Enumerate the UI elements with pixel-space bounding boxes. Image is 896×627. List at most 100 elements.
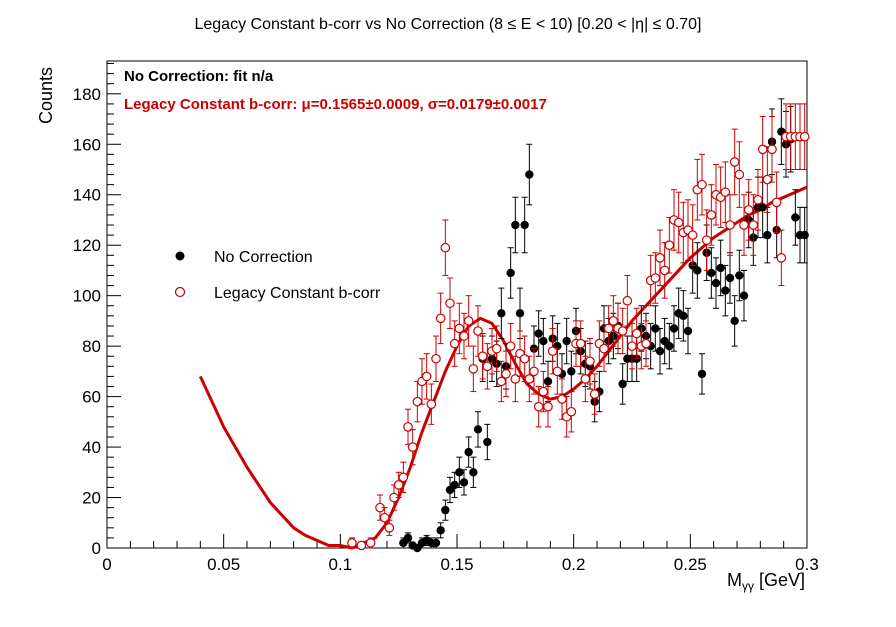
data-point — [799, 131, 810, 142]
data-point — [524, 374, 535, 384]
y-tick-label: 140 — [73, 186, 101, 205]
data-point — [589, 389, 600, 399]
data-point — [687, 230, 698, 240]
data-point — [431, 353, 441, 364]
data-point — [538, 386, 549, 397]
y-tick-label: 180 — [73, 85, 101, 104]
data-point — [697, 179, 707, 190]
data-point — [753, 194, 763, 205]
data-point — [679, 311, 688, 321]
data-point — [693, 266, 702, 275]
legend-label-no-correction: No Correction — [214, 249, 313, 266]
data-point — [665, 341, 674, 351]
data-point — [743, 205, 754, 215]
data-point — [511, 220, 520, 230]
data-point — [501, 369, 511, 379]
x-tick-label: 0.3 — [795, 555, 819, 574]
data-point — [683, 326, 693, 336]
data-point — [711, 278, 721, 288]
legend: No Correction Legacy Constant b-corr — [174, 249, 381, 302]
data-point — [771, 197, 782, 208]
data-point — [603, 323, 614, 334]
data-point — [407, 442, 418, 452]
y-tick-label: 100 — [73, 287, 101, 306]
data-point — [627, 341, 637, 351]
data-point — [393, 480, 404, 490]
legend-marker-no-correction — [175, 251, 185, 261]
data-point — [436, 526, 445, 535]
data-point — [384, 523, 395, 533]
data-point — [356, 540, 367, 551]
fit-info-no-correction: No Correction: fit n/a — [124, 68, 274, 85]
data-point — [697, 369, 707, 379]
data-point — [800, 230, 809, 240]
data-point — [631, 328, 642, 339]
data-point — [543, 377, 553, 386]
data-point — [763, 230, 772, 240]
data-point — [365, 538, 376, 548]
data-point — [491, 343, 502, 354]
data-point — [739, 220, 749, 230]
data-point — [748, 220, 759, 230]
y-tick-label: 80 — [82, 337, 101, 356]
data-point — [701, 235, 712, 245]
data-point — [459, 331, 469, 341]
data-point — [767, 144, 777, 155]
data-point — [525, 170, 534, 179]
x-axis-title-main: M — [727, 570, 742, 590]
data-point — [482, 361, 493, 372]
y-tick-label: 60 — [82, 388, 101, 407]
data-point — [725, 220, 735, 230]
x-axis-title-sub: γγ — [742, 579, 754, 593]
data-point — [463, 316, 474, 326]
x-tick-label: 0.25 — [674, 555, 707, 574]
data-point — [529, 366, 539, 377]
data-point — [505, 341, 516, 351]
y-tick-label: 120 — [73, 236, 101, 255]
axes: 0 0.05 0.1 0.15 0.2 0.25 0.3 0 20 40 60 80 100 120 140… — [73, 63, 819, 574]
data-point — [734, 169, 745, 180]
y-tick-label: 40 — [82, 438, 101, 457]
y-tick-label: 0 — [92, 539, 101, 558]
data-point — [730, 316, 739, 326]
data-point — [580, 374, 591, 384]
data-point — [454, 323, 465, 334]
data-point — [520, 220, 529, 230]
data-point — [459, 478, 469, 487]
x-tick-label: 0.15 — [440, 555, 473, 574]
data-point — [664, 240, 675, 251]
data-point — [473, 425, 483, 434]
x-tick-label: 0.05 — [207, 555, 240, 574]
legend-marker-legacy — [174, 286, 186, 298]
data-point — [567, 367, 576, 376]
data-point — [585, 356, 595, 367]
data-point — [562, 336, 571, 346]
data-point — [729, 157, 740, 167]
series-legacy — [347, 103, 810, 551]
data-point — [496, 376, 507, 387]
data-point — [477, 351, 488, 362]
data-point — [543, 401, 553, 412]
data-point — [575, 338, 586, 349]
data-point — [641, 338, 651, 349]
data-point — [426, 399, 437, 409]
data-point — [566, 406, 577, 417]
data-point — [421, 371, 432, 382]
x-tick-label: 0 — [102, 555, 111, 574]
data-point — [608, 316, 619, 326]
x-tick-label: 0.2 — [562, 555, 586, 574]
x-axis-title-unit: [GeV] — [754, 570, 805, 590]
data-point — [497, 309, 506, 318]
data-point — [347, 538, 357, 548]
data-point — [552, 366, 563, 377]
data-point — [469, 468, 478, 477]
data-point — [534, 329, 543, 338]
data-point — [435, 313, 446, 324]
data-point — [483, 437, 492, 447]
data-series-layer — [347, 98, 810, 553]
data-point — [673, 217, 684, 228]
data-point — [655, 346, 665, 356]
y-tick-label: 20 — [82, 489, 101, 508]
data-point — [725, 273, 735, 283]
